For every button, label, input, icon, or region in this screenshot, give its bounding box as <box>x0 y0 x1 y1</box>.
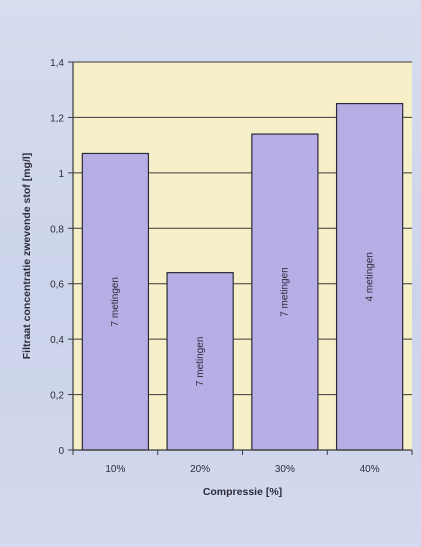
bar-labels: 7 metingen 7 metingen 7 metingen 4 metingen <box>110 252 375 386</box>
x-tick-label: 30% <box>275 464 295 475</box>
y-tick-label: 1,2 <box>50 113 64 124</box>
bar-data-label: 7 metingen <box>110 277 121 326</box>
y-tick-label: 0 <box>58 446 64 457</box>
y-tick-labels: 0 0,2 0,4 0,6 0,8 1 1,2 1,4 <box>50 58 64 457</box>
x-tick-label: 10% <box>105 464 125 475</box>
bar-data-label: 4 metingen <box>364 252 375 301</box>
y-tick-label: 1,4 <box>50 58 64 69</box>
x-axis-label: Compressie [%] <box>203 486 282 498</box>
bar <box>335 102 404 451</box>
y-tick-label: 0,8 <box>50 224 64 235</box>
y-axis-label: Filtraat concentratie zwevende stof [mg/… <box>21 153 33 360</box>
bar <box>166 272 234 451</box>
y-tick-label: 0,4 <box>50 335 64 346</box>
y-tick-label: 1 <box>58 169 64 180</box>
bar-data-label: 7 metingen <box>280 267 291 316</box>
x-tick-labels: 10% 20% 30% 40% <box>105 464 379 475</box>
x-tick-label: 20% <box>190 464 210 475</box>
y-tick-label: 0,6 <box>50 280 64 291</box>
y-tick-label: 0,2 <box>50 391 64 402</box>
axes <box>68 61 413 455</box>
x-tick-label: 40% <box>360 464 380 475</box>
bar-data-label: 7 metingen <box>195 337 206 386</box>
bar <box>81 152 150 451</box>
